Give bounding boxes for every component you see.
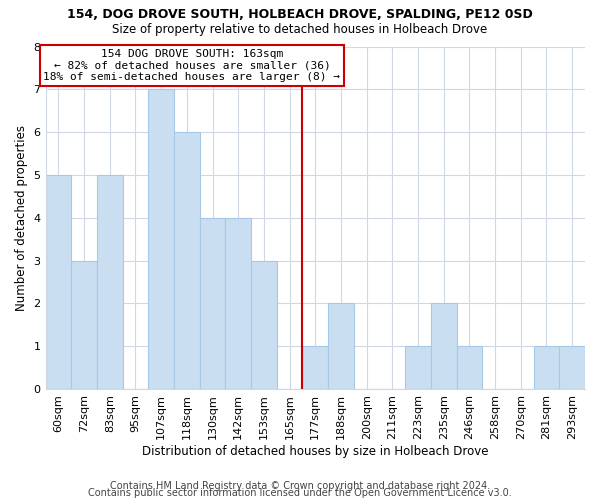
- Bar: [148, 90, 174, 389]
- Y-axis label: Number of detached properties: Number of detached properties: [15, 125, 28, 311]
- Bar: [174, 132, 200, 389]
- Bar: [71, 260, 97, 389]
- Text: Size of property relative to detached houses in Holbeach Drove: Size of property relative to detached ho…: [112, 22, 488, 36]
- Bar: [533, 346, 559, 389]
- Bar: [200, 218, 226, 389]
- Text: 154 DOG DROVE SOUTH: 163sqm
← 82% of detached houses are smaller (36)
18% of sem: 154 DOG DROVE SOUTH: 163sqm ← 82% of det…: [43, 48, 340, 82]
- Bar: [226, 218, 251, 389]
- Bar: [405, 346, 431, 389]
- Bar: [457, 346, 482, 389]
- Bar: [97, 175, 122, 389]
- Text: 154, DOG DROVE SOUTH, HOLBEACH DROVE, SPALDING, PE12 0SD: 154, DOG DROVE SOUTH, HOLBEACH DROVE, SP…: [67, 8, 533, 20]
- Bar: [46, 175, 71, 389]
- Text: Contains HM Land Registry data © Crown copyright and database right 2024.: Contains HM Land Registry data © Crown c…: [110, 481, 490, 491]
- Bar: [559, 346, 585, 389]
- Bar: [251, 260, 277, 389]
- Text: Contains public sector information licensed under the Open Government Licence v3: Contains public sector information licen…: [88, 488, 512, 498]
- Bar: [302, 346, 328, 389]
- Bar: [431, 304, 457, 389]
- X-axis label: Distribution of detached houses by size in Holbeach Drove: Distribution of detached houses by size …: [142, 444, 488, 458]
- Bar: [328, 304, 354, 389]
